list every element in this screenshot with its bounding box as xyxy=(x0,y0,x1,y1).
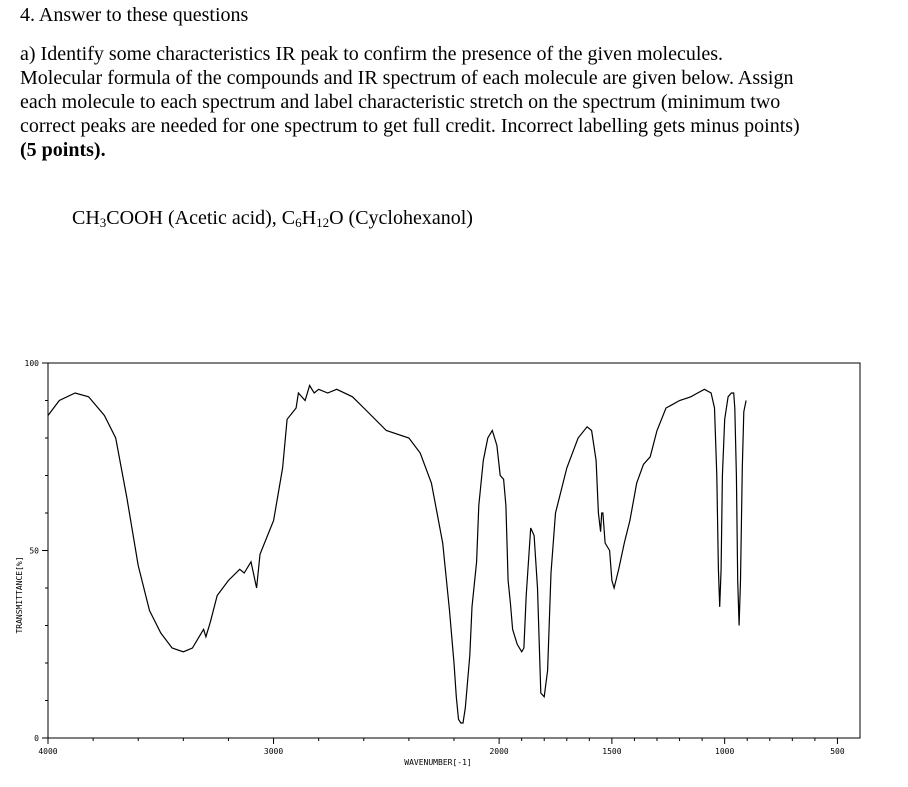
compound-list: CH3COOH (Acetic acid), C6H12O (Cyclohexa… xyxy=(72,206,473,230)
x-tick-label: 2000 xyxy=(489,747,508,756)
x-tick-label: 4000 xyxy=(38,747,57,756)
compound-name-acetic-acid: (Acetic acid), xyxy=(167,207,277,229)
y-tick-label: 100 xyxy=(25,359,40,368)
part-a-line-3: each molecule to each spectrum and label… xyxy=(20,91,781,113)
y-axis-label: TRANSMITTANCE[%] xyxy=(15,556,24,633)
spectrum-series-line xyxy=(47,384,747,724)
question-part-a: a) Identify some characteristics IR peak… xyxy=(20,42,880,162)
x-tick-label: 1000 xyxy=(715,747,734,756)
compound-formula-acetic-acid: CH3COOH xyxy=(72,207,163,230)
part-a-line-2: Molecular formula of the compounds and I… xyxy=(20,67,794,89)
y-axis-ticks: 0 50 100 xyxy=(25,359,48,743)
x-tick-label: 1500 xyxy=(602,747,621,756)
points-label: (5 points). xyxy=(20,139,106,161)
x-axis-ticks: 4000 3000 2000 1500 1000 500 xyxy=(38,738,845,756)
y-tick-label: 0 xyxy=(34,734,39,743)
x-tick-label: 500 xyxy=(830,747,845,756)
compound-formula-cyclohexanol: C6H12O xyxy=(281,207,344,230)
compound-name-cyclohexanol: (Cyclohexanol) xyxy=(348,207,473,229)
ir-spectrum-chart: 0 50 100 4000 3000 2000 1500 1000 500 TRANSMITT… xyxy=(15,359,861,767)
x-tick-label: 3000 xyxy=(264,747,283,756)
part-a-line-1: a) Identify some characteristics IR peak… xyxy=(20,43,724,65)
part-a-line-4: correct peaks are needed for one spectru… xyxy=(20,115,800,137)
plot-frame xyxy=(47,362,861,739)
question-heading: 4. Answer to these questions xyxy=(20,4,249,26)
y-tick-label: 50 xyxy=(29,547,39,556)
x-axis-label: WAVENUMBER[-1] xyxy=(404,758,471,767)
